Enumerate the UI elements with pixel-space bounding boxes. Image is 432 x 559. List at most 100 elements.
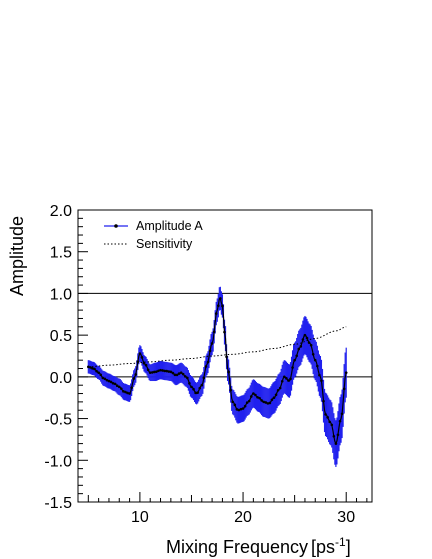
data-point: [318, 373, 321, 377]
y-tick-label: -1.5: [44, 495, 72, 512]
data-point: [210, 342, 214, 345]
legend: Amplitude A Sensitivity: [104, 219, 203, 251]
y-tick-label: 1.0: [50, 286, 72, 303]
data-point: [305, 336, 309, 340]
data-point: [293, 358, 296, 362]
data-point: [324, 413, 327, 416]
data-point: [175, 373, 179, 377]
data-point: [295, 354, 298, 358]
data-point: [148, 371, 152, 374]
data-point: [270, 398, 274, 402]
data-point: [138, 352, 142, 355]
x-axis-title: Mixing Frequency: [166, 537, 308, 557]
data-point: [221, 304, 224, 308]
x-axis-unit-exponent: -1: [335, 535, 346, 549]
data-point: [307, 341, 311, 344]
data-point: [212, 330, 216, 334]
data-point: [313, 358, 317, 362]
data-point: [320, 379, 323, 383]
data-point: [262, 400, 265, 404]
data-point: [132, 377, 136, 380]
data-point: [165, 369, 169, 373]
data-point: [171, 371, 175, 375]
data-point: [146, 368, 150, 372]
data-point: [231, 400, 235, 404]
data-point: [334, 442, 338, 445]
data-point: [126, 391, 129, 395]
data-point: [93, 367, 96, 371]
data-point: [219, 297, 222, 300]
data-point: [235, 408, 239, 411]
data-point: [266, 402, 270, 405]
plot-frame: [77, 209, 373, 503]
data-point: [113, 382, 117, 386]
legend-amplitude-label: Amplitude A: [136, 219, 203, 233]
data-point: [299, 345, 303, 348]
data-point: [225, 355, 228, 359]
data-point: [243, 404, 247, 408]
data-point: [283, 375, 286, 379]
data-point: [330, 423, 334, 427]
data-point: [258, 396, 261, 400]
data-point: [256, 395, 259, 399]
y-tick-label: -0.5: [44, 412, 72, 429]
data-point: [204, 365, 208, 368]
data-point: [316, 364, 319, 368]
data-point: [241, 407, 245, 410]
data-point: [268, 401, 272, 405]
x-axis-unit-base: [ps: [311, 537, 335, 557]
x-tick-label: 10: [131, 509, 149, 526]
data-point: [196, 391, 199, 394]
x-tick-label: 20: [234, 509, 252, 526]
data-point: [326, 416, 329, 419]
data-point: [169, 370, 173, 374]
data-point: [150, 371, 154, 374]
data-point: [157, 369, 160, 373]
data-point: [336, 433, 340, 437]
data-point: [250, 395, 253, 398]
data-point: [280, 379, 284, 383]
data-point: [155, 370, 158, 373]
data-point: [91, 367, 94, 370]
data-point: [159, 368, 162, 372]
data-point: [163, 369, 166, 373]
data-point: [237, 408, 241, 412]
x-tick-label: 30: [337, 509, 355, 526]
data-point: [278, 386, 282, 390]
data-point: [183, 375, 187, 378]
data-point: [206, 360, 210, 364]
legend-amplitude-marker: [114, 224, 118, 228]
data-point: [311, 352, 315, 356]
y-tick-label: 0.0: [50, 370, 72, 387]
data-point: [190, 385, 193, 389]
data-point: [289, 377, 292, 381]
data-point: [134, 373, 138, 376]
data-point: [260, 399, 263, 402]
data-point: [227, 370, 230, 374]
data-point: [122, 390, 125, 393]
y-axis-ticks: -1.5 -1.0 -0.5 0.0 0.5 1.0 1.5 2.0: [44, 203, 88, 512]
data-point: [181, 372, 185, 376]
data-point: [124, 390, 127, 394]
data-point: [301, 338, 305, 341]
data-point: [198, 386, 202, 390]
data-point: [245, 401, 249, 404]
data-point: [229, 388, 232, 392]
x-axis-ticks: 10 20 30: [87, 492, 368, 526]
data-point: [95, 369, 98, 373]
data-point: [297, 347, 301, 351]
data-point: [167, 370, 171, 373]
data-point: [177, 372, 181, 375]
data-point: [322, 399, 325, 403]
data-point: [264, 401, 268, 404]
data-point: [109, 380, 113, 384]
data-point: [247, 399, 251, 403]
data-point: [309, 343, 313, 347]
data-point: [208, 349, 212, 353]
data-point: [111, 381, 115, 385]
data-point: [338, 419, 342, 423]
y-tick-label: 2.0: [50, 203, 72, 220]
amplitude-points: [87, 297, 348, 445]
data-point: [140, 356, 144, 359]
